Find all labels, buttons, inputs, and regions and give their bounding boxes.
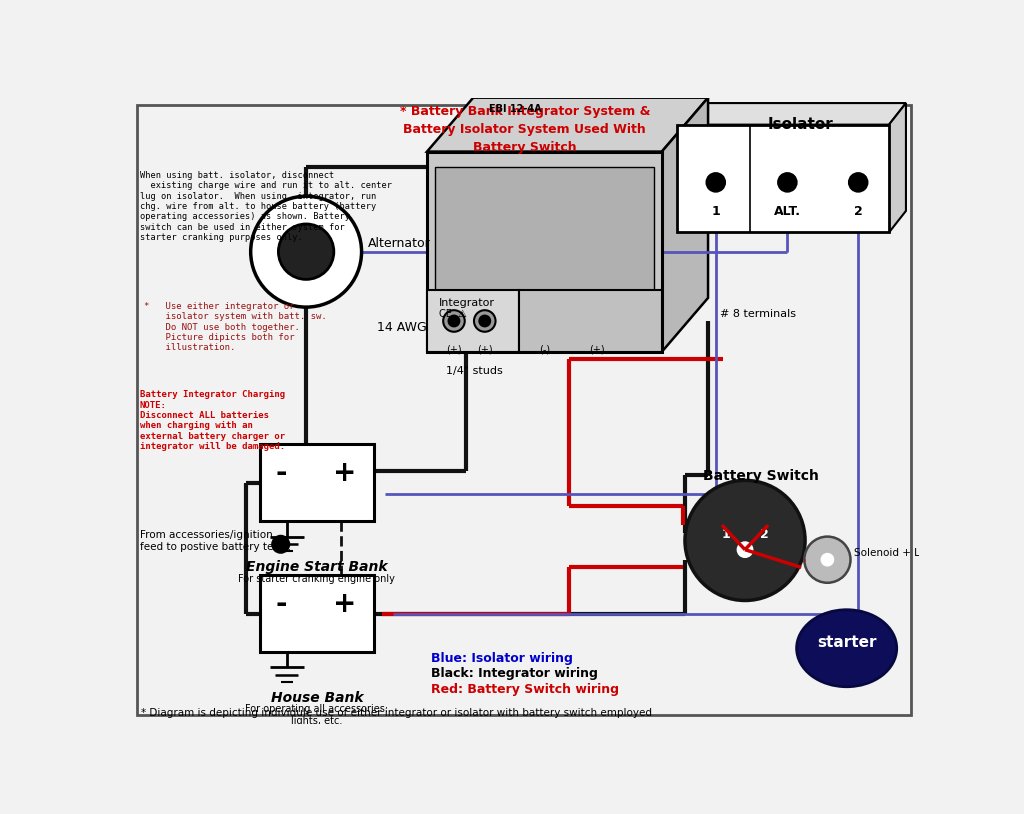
Bar xyxy=(519,290,662,352)
Text: # 8 terminals: # 8 terminals xyxy=(720,309,796,319)
Circle shape xyxy=(737,542,753,558)
Text: Blue: Isolator wiring: Blue: Isolator wiring xyxy=(431,652,572,665)
Text: For operating all accessories:
lights, etc.: For operating all accessories: lights, e… xyxy=(246,704,388,726)
Polygon shape xyxy=(677,103,906,125)
Text: Battery Integrator Charging
NOTE:
Disconnect ALL batteries
when charging with an: Battery Integrator Charging NOTE: Discon… xyxy=(140,390,285,451)
Text: *   Use either integrator or
    isolator system with batt. sw.
    Do NOT use b: * Use either integrator or isolator syst… xyxy=(144,302,328,352)
Text: (-): (-) xyxy=(539,344,550,354)
Bar xyxy=(427,290,519,352)
Circle shape xyxy=(821,554,834,566)
Text: Isolator: Isolator xyxy=(767,117,834,132)
Circle shape xyxy=(685,480,805,601)
Text: (+): (+) xyxy=(446,344,462,354)
Circle shape xyxy=(443,310,465,332)
Text: EBI 12-4A: EBI 12-4A xyxy=(488,104,542,114)
Circle shape xyxy=(449,316,460,326)
Text: +: + xyxy=(333,590,356,619)
Bar xyxy=(435,167,654,290)
Text: ALT.: ALT. xyxy=(774,205,801,218)
Circle shape xyxy=(479,316,490,326)
Text: * Diagram is depicting individule use of either integrator or isolator with batt: * Diagram is depicting individule use of… xyxy=(141,708,652,718)
Circle shape xyxy=(707,173,725,191)
Text: Black: Integrator wiring: Black: Integrator wiring xyxy=(431,667,598,681)
Circle shape xyxy=(251,196,361,307)
Polygon shape xyxy=(662,98,708,352)
Text: 1: 1 xyxy=(712,205,720,218)
Text: +: + xyxy=(333,459,356,488)
Bar xyxy=(677,125,889,233)
Text: Battery Switch: Battery Switch xyxy=(702,469,818,483)
Text: 2: 2 xyxy=(760,527,769,540)
Text: Alternator: Alternator xyxy=(368,238,430,251)
Circle shape xyxy=(474,310,496,332)
Circle shape xyxy=(804,536,851,583)
Text: For starter cranking engine only: For starter cranking engine only xyxy=(239,574,395,584)
Text: House Bank: House Bank xyxy=(270,690,364,705)
Ellipse shape xyxy=(797,610,897,687)
Text: From accessories/ignition
feed to postive battery term.: From accessories/ignition feed to postiv… xyxy=(140,531,291,552)
Text: Red: Battery Switch wiring: Red: Battery Switch wiring xyxy=(431,683,618,696)
Circle shape xyxy=(849,173,867,191)
Text: 2: 2 xyxy=(854,205,862,218)
Bar xyxy=(260,575,374,652)
Text: -: - xyxy=(275,590,287,619)
Text: Engine Start Bank: Engine Start Bank xyxy=(246,560,388,574)
Text: * Battery Bank Integrator System &
Battery Isolator System Used With
Battery Swi: * Battery Bank Integrator System & Batte… xyxy=(399,105,650,155)
Text: When using batt. isolator, disconnect
  existing charge wire and run it to alt. : When using batt. isolator, disconnect ex… xyxy=(140,171,392,243)
Text: starter: starter xyxy=(817,635,877,650)
Bar xyxy=(260,444,374,521)
Circle shape xyxy=(272,536,289,553)
Text: -: - xyxy=(275,459,287,488)
Text: 14 AWG: 14 AWG xyxy=(377,321,427,334)
Circle shape xyxy=(778,173,797,191)
Polygon shape xyxy=(889,103,906,233)
Polygon shape xyxy=(427,98,708,151)
Text: (+): (+) xyxy=(589,344,604,354)
Text: 1/4" studs: 1/4" studs xyxy=(446,365,503,375)
Text: (+): (+) xyxy=(477,344,493,354)
Text: Integrator: Integrator xyxy=(438,298,495,308)
Text: CE  ⚠: CE ⚠ xyxy=(438,309,467,319)
Text: 1: 1 xyxy=(721,527,730,540)
Text: Solenoid + Lug: Solenoid + Lug xyxy=(854,548,933,558)
Circle shape xyxy=(279,224,334,279)
Bar xyxy=(427,151,662,352)
